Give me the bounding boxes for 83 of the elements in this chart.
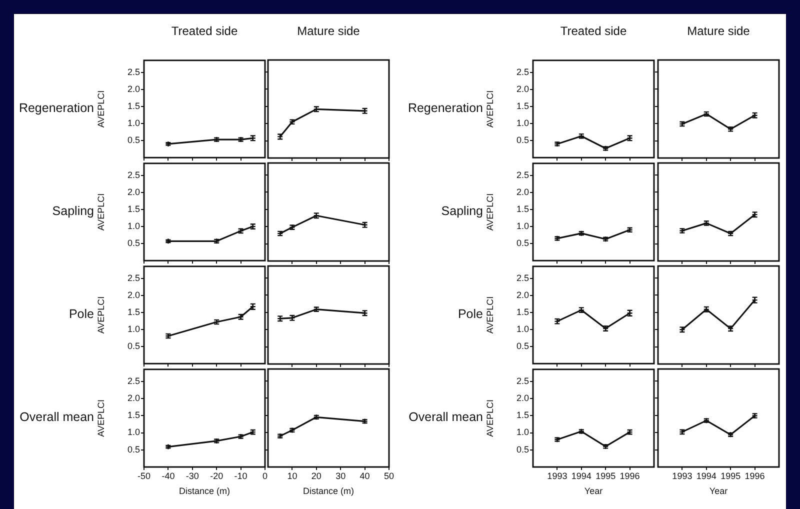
text: Regeneration: [408, 101, 483, 115]
x-tick-label: 1994: [696, 470, 716, 481]
y-axis-title: AVEPLCI: [484, 400, 495, 437]
y-tick-label: 0.5: [516, 238, 529, 248]
y-tick-label: 1.5: [127, 306, 140, 317]
y-axis-title: AVEPLCI: [96, 400, 106, 437]
x-tick-label: 40: [360, 470, 370, 481]
y-tick-label: 1.0: [127, 427, 140, 438]
x-tick-label: 1993: [672, 470, 692, 481]
y-tick-label: 1.0: [127, 220, 140, 231]
x-tick-label: 0: [262, 470, 268, 481]
x-tick-label: 50: [384, 470, 394, 481]
text: Overall mean: [20, 410, 94, 424]
text: Pole: [68, 307, 94, 321]
y-tick-label: 1.5: [516, 204, 529, 214]
x-axis-title: Year: [584, 486, 603, 496]
y-tick-label: 2.5: [516, 66, 529, 77]
x-tick-label: 1994: [571, 470, 592, 481]
y-tick-label: 1.5: [516, 306, 529, 317]
y-axis-title: AVEPLCI: [96, 193, 106, 231]
y-tick-label: 2.0: [127, 84, 140, 94]
y-tick-label: 0.5: [127, 444, 140, 454]
chart-title: Mature side: [296, 24, 361, 38]
x-tick-label: 1993: [547, 470, 568, 481]
y-tick-label: 2.5: [127, 170, 140, 180]
x-tick-label: 1995: [720, 470, 741, 481]
x-tick-label: -20: [210, 470, 224, 481]
y-tick-label: 0.5: [516, 341, 529, 352]
y-tick-label: 1.5: [516, 410, 529, 420]
y-tick-label: 2.5: [127, 376, 140, 386]
y-tick-label: 2.5: [127, 272, 140, 283]
y-axis-title: AVEPLCI: [484, 90, 495, 128]
y-tick-label: 0.5: [516, 444, 529, 454]
x-tick-label: 10: [287, 470, 298, 481]
x-axis-title: Distance (m): [178, 486, 230, 496]
chart-title: Mature side: [686, 24, 751, 38]
y-tick-label: 0.5: [127, 238, 140, 248]
x-tick-label: 30: [336, 470, 346, 481]
y-tick-label: 1.5: [516, 100, 529, 111]
y-tick-label: 2.5: [516, 376, 529, 386]
text: Regeneration: [18, 101, 94, 115]
y-tick-label: 2.0: [127, 290, 140, 300]
text: Sapling: [441, 204, 483, 218]
y-tick-label: 1.0: [127, 118, 140, 128]
y-tick-label: 0.5: [516, 135, 529, 146]
y-tick-label: 1.0: [516, 324, 529, 334]
y-tick-label: 2.0: [127, 392, 140, 403]
y-axis-title: AVEPLCI: [484, 296, 495, 334]
x-tick-label: 20: [311, 470, 322, 481]
y-axis-title: AVEPLCI: [96, 90, 106, 128]
y-axis-title: AVEPLCI: [484, 193, 495, 231]
text: Pole: [458, 307, 483, 321]
y-tick-label: 2.0: [516, 186, 529, 197]
y-tick-label: 2.5: [127, 66, 140, 77]
y-tick-label: 1.0: [516, 220, 529, 231]
x-axis-title: Year: [709, 486, 728, 496]
x-tick-label: 1996: [744, 470, 765, 481]
y-tick-label: 2.5: [516, 272, 529, 283]
y-tick-label: 2.0: [516, 290, 529, 300]
y-tick-label: 0.5: [127, 135, 140, 146]
y-tick-label: 1.5: [127, 100, 140, 111]
y-tick-label: 0.5: [127, 341, 140, 352]
x-tick-label: -50: [137, 470, 151, 481]
x-tick-label: 1995: [596, 470, 616, 481]
x-tick-label: -40: [162, 470, 175, 481]
y-tick-label: 2.0: [516, 84, 529, 94]
y-tick-label: 1.5: [127, 204, 140, 214]
x-tick-label: -30: [186, 470, 199, 481]
y-axis-title: AVEPLCI: [96, 296, 106, 334]
y-tick-label: 2.5: [516, 170, 529, 180]
chart-title: Treated side: [170, 24, 239, 38]
x-tick-label: -10: [234, 470, 248, 481]
chart-title: Treated side: [559, 24, 628, 38]
text: Overall mean: [408, 410, 483, 424]
y-tick-label: 1.0: [516, 118, 529, 128]
x-tick-label: 1996: [620, 470, 640, 481]
y-tick-label: 2.0: [516, 392, 529, 403]
y-tick-label: 1.5: [127, 410, 140, 420]
y-tick-label: 1.0: [127, 324, 140, 334]
y-tick-label: 2.0: [127, 186, 140, 197]
text: Sapling: [52, 204, 94, 218]
x-axis-title: Distance (m): [302, 486, 354, 496]
y-tick-label: 1.0: [516, 427, 529, 438]
